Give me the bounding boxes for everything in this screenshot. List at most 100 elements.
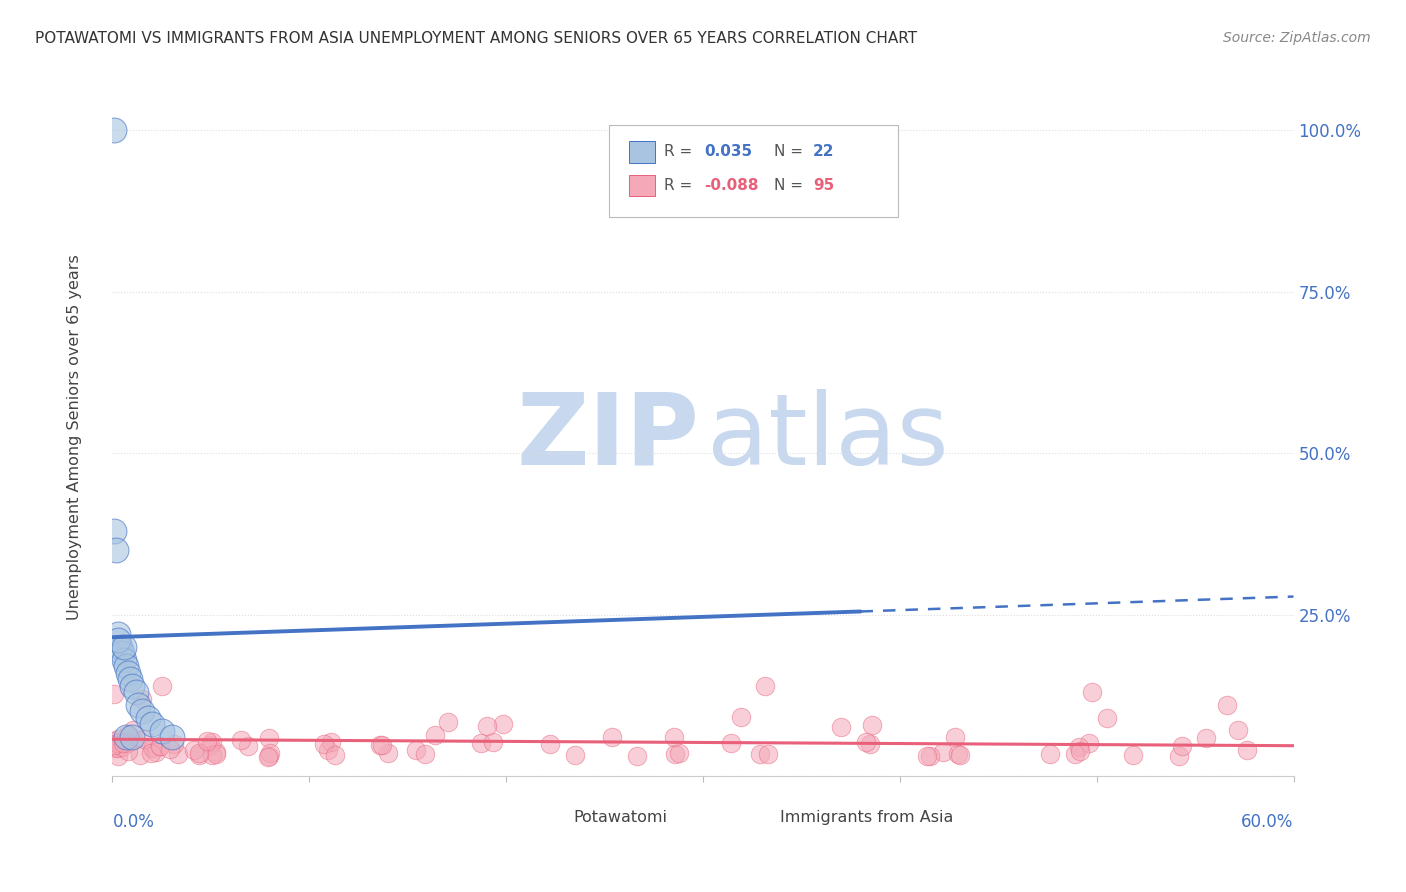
Text: 22: 22 bbox=[813, 145, 834, 159]
Text: N =: N = bbox=[773, 145, 807, 159]
Point bbox=[1215, 698, 1237, 712]
Point bbox=[257, 731, 280, 745]
Point bbox=[110, 640, 132, 654]
Point bbox=[932, 745, 955, 759]
Point bbox=[107, 732, 129, 747]
Point bbox=[105, 735, 128, 749]
Point bbox=[115, 731, 138, 745]
Point bbox=[149, 739, 172, 753]
Point bbox=[103, 123, 125, 137]
Point bbox=[323, 748, 346, 763]
Point bbox=[946, 747, 969, 761]
Point bbox=[1122, 747, 1144, 762]
Point bbox=[720, 736, 742, 750]
Point bbox=[915, 749, 938, 764]
Point bbox=[830, 720, 852, 734]
Point bbox=[188, 748, 211, 763]
Point bbox=[1227, 723, 1250, 737]
Point bbox=[1077, 736, 1099, 750]
Point bbox=[195, 734, 218, 748]
Point bbox=[1069, 744, 1091, 758]
Point bbox=[664, 747, 686, 761]
Text: 95: 95 bbox=[813, 178, 834, 193]
Point bbox=[470, 736, 492, 750]
Text: POTAWATOMI VS IMMIGRANTS FROM ASIA UNEMPLOYMENT AMONG SENIORS OVER 65 YEARS CORR: POTAWATOMI VS IMMIGRANTS FROM ASIA UNEMP… bbox=[35, 31, 917, 46]
Point bbox=[668, 747, 690, 761]
Point bbox=[1236, 743, 1258, 757]
Point bbox=[115, 736, 138, 750]
Point bbox=[117, 728, 139, 742]
Text: Source: ZipAtlas.com: Source: ZipAtlas.com bbox=[1223, 31, 1371, 45]
Point bbox=[139, 747, 162, 761]
Point bbox=[860, 717, 883, 731]
Point bbox=[117, 665, 139, 680]
Point bbox=[162, 737, 184, 751]
Point bbox=[201, 747, 224, 762]
Point bbox=[943, 730, 966, 744]
Text: Potawatomi: Potawatomi bbox=[574, 810, 666, 825]
Text: R =: R = bbox=[664, 178, 697, 193]
Point bbox=[103, 687, 125, 701]
Point bbox=[1039, 747, 1062, 762]
Point bbox=[859, 737, 882, 751]
Point bbox=[149, 739, 172, 753]
Point bbox=[107, 748, 129, 763]
Point bbox=[183, 743, 205, 757]
Point bbox=[125, 685, 148, 699]
Point bbox=[855, 735, 877, 749]
Bar bbox=[628, 175, 655, 196]
Point bbox=[229, 733, 252, 747]
Point bbox=[662, 730, 685, 744]
Point bbox=[1095, 711, 1118, 725]
Point bbox=[204, 745, 226, 759]
Point bbox=[257, 748, 280, 763]
Point bbox=[122, 723, 145, 737]
Text: R =: R = bbox=[664, 145, 697, 159]
Text: N =: N = bbox=[773, 178, 807, 193]
Point bbox=[141, 740, 163, 755]
Text: -0.088: -0.088 bbox=[704, 178, 759, 193]
Text: atlas: atlas bbox=[707, 389, 948, 485]
Point bbox=[112, 653, 135, 667]
Point bbox=[121, 679, 143, 693]
Point bbox=[145, 745, 167, 759]
Text: Unemployment Among Seniors over 65 years: Unemployment Among Seniors over 65 years bbox=[67, 254, 82, 620]
Point bbox=[167, 747, 190, 761]
Point bbox=[122, 731, 145, 746]
Text: ZIP: ZIP bbox=[516, 389, 699, 485]
Point bbox=[754, 679, 776, 693]
Point bbox=[198, 738, 221, 752]
Point bbox=[600, 730, 623, 744]
Point bbox=[205, 747, 228, 761]
Point bbox=[564, 747, 586, 762]
Point bbox=[1171, 739, 1194, 754]
Text: Immigrants from Asia: Immigrants from Asia bbox=[780, 810, 953, 825]
Point bbox=[1194, 731, 1216, 746]
Point bbox=[377, 746, 399, 760]
Point bbox=[321, 735, 343, 749]
Point bbox=[1168, 749, 1191, 764]
Point bbox=[131, 691, 153, 706]
Point bbox=[136, 711, 159, 725]
Point bbox=[103, 739, 125, 753]
Point bbox=[413, 747, 436, 762]
Bar bbox=[744, 808, 770, 827]
Point bbox=[117, 744, 139, 758]
Point bbox=[129, 747, 152, 762]
Point bbox=[756, 747, 779, 761]
Point bbox=[1080, 685, 1102, 699]
Point bbox=[749, 747, 772, 761]
Point bbox=[538, 737, 561, 751]
Point bbox=[121, 731, 143, 745]
Point bbox=[142, 741, 165, 756]
Point bbox=[112, 640, 135, 654]
Point bbox=[405, 743, 427, 757]
Point bbox=[730, 710, 752, 724]
Point bbox=[159, 741, 181, 756]
FancyBboxPatch shape bbox=[609, 125, 898, 217]
Point bbox=[200, 735, 222, 749]
Point bbox=[103, 524, 125, 538]
Text: 60.0%: 60.0% bbox=[1241, 814, 1294, 831]
Point bbox=[107, 627, 129, 641]
Point bbox=[105, 543, 128, 558]
